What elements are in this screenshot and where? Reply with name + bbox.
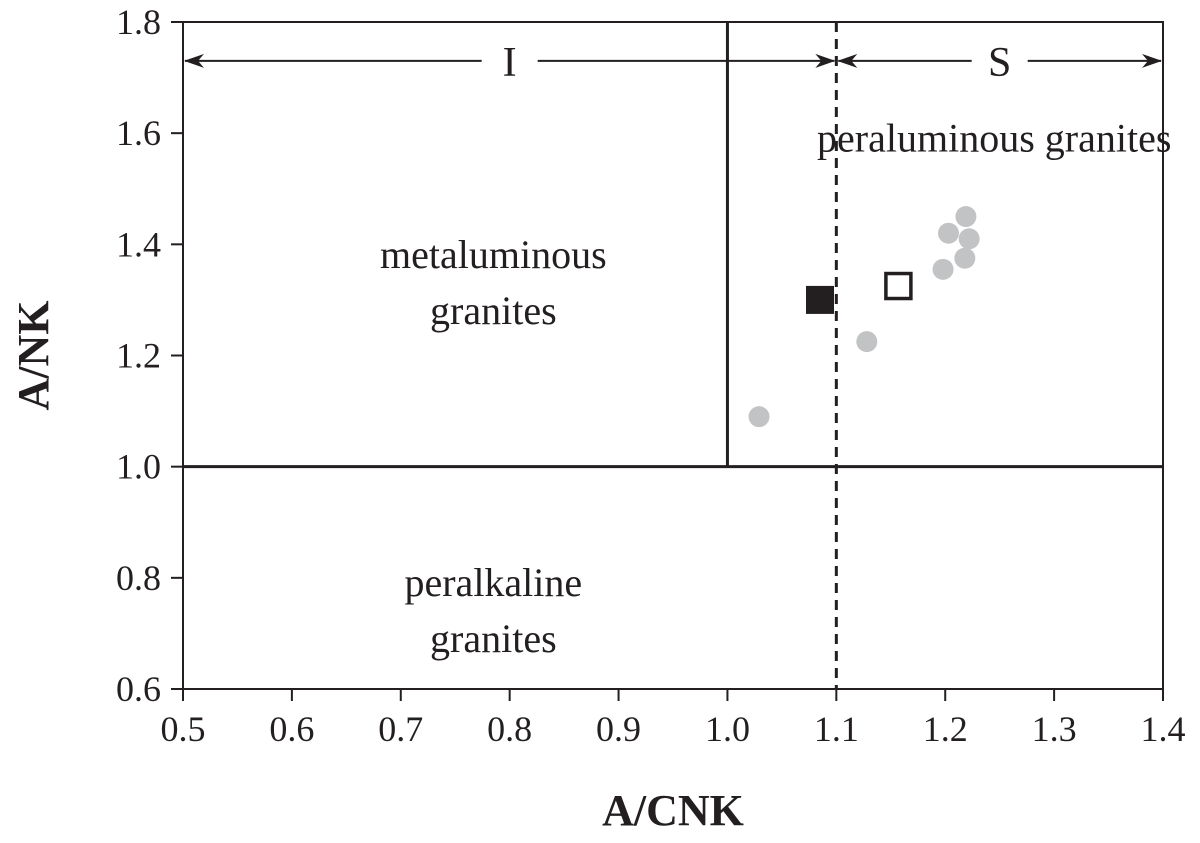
type-arrow-label: I (503, 40, 517, 86)
circle-data-point (932, 258, 954, 280)
circle-data-point (954, 247, 976, 269)
x-tick-label: 1.1 (814, 709, 859, 749)
x-tick-label: 1.2 (923, 709, 968, 749)
y-tick-label: 1.0 (116, 447, 161, 487)
y-tick-label: 1.4 (116, 224, 161, 264)
filled-square-data-point (806, 285, 834, 314)
region-label: granites (430, 616, 557, 661)
y-axis-title: A/NK (9, 301, 58, 411)
x-tick-label: 0.5 (161, 709, 206, 749)
data-points (748, 206, 980, 428)
x-tick-label: 0.7 (378, 709, 423, 749)
y-tick-label: 1.6 (116, 113, 161, 153)
x-axis-title: A/CNK (602, 786, 744, 835)
boundary-lines (183, 22, 1163, 689)
x-tick-label: 1.4 (1141, 709, 1186, 749)
x-tick-label: 1.3 (1032, 709, 1077, 749)
x-tick-label: 0.6 (269, 709, 314, 749)
region-label: peraluminous granites (817, 116, 1171, 161)
circle-data-point (856, 331, 878, 353)
type-arrow-label: S (988, 40, 1011, 86)
region-label: granites (430, 288, 557, 333)
x-axis: 0.5 0.6 0.7 0.8 0.9 1.0 1.1 1.2 1.3 1.4 (161, 689, 1186, 749)
y-tick-label: 0.8 (116, 558, 161, 598)
region-label: metaluminous (380, 232, 607, 277)
circle-data-point (955, 206, 977, 228)
x-tick-label: 0.9 (596, 709, 641, 749)
y-axis: 0.6 0.8 1.0 1.2 1.4 1.6 1.8 (116, 2, 183, 709)
circle-data-point (958, 228, 980, 250)
region-labels: metaluminous granites peralkaline granites p… (380, 116, 1171, 661)
y-tick-label: 1.2 (116, 336, 161, 376)
open-square-data-point (884, 271, 913, 301)
circle-data-point (937, 222, 959, 244)
x-tick-label: 0.8 (487, 709, 532, 749)
region-label: peralkaline (404, 560, 582, 605)
y-tick-label: 0.6 (116, 669, 161, 709)
circle-data-point (748, 406, 770, 428)
x-tick-label: 1.0 (705, 709, 750, 749)
y-tick-label: 1.8 (116, 2, 161, 42)
